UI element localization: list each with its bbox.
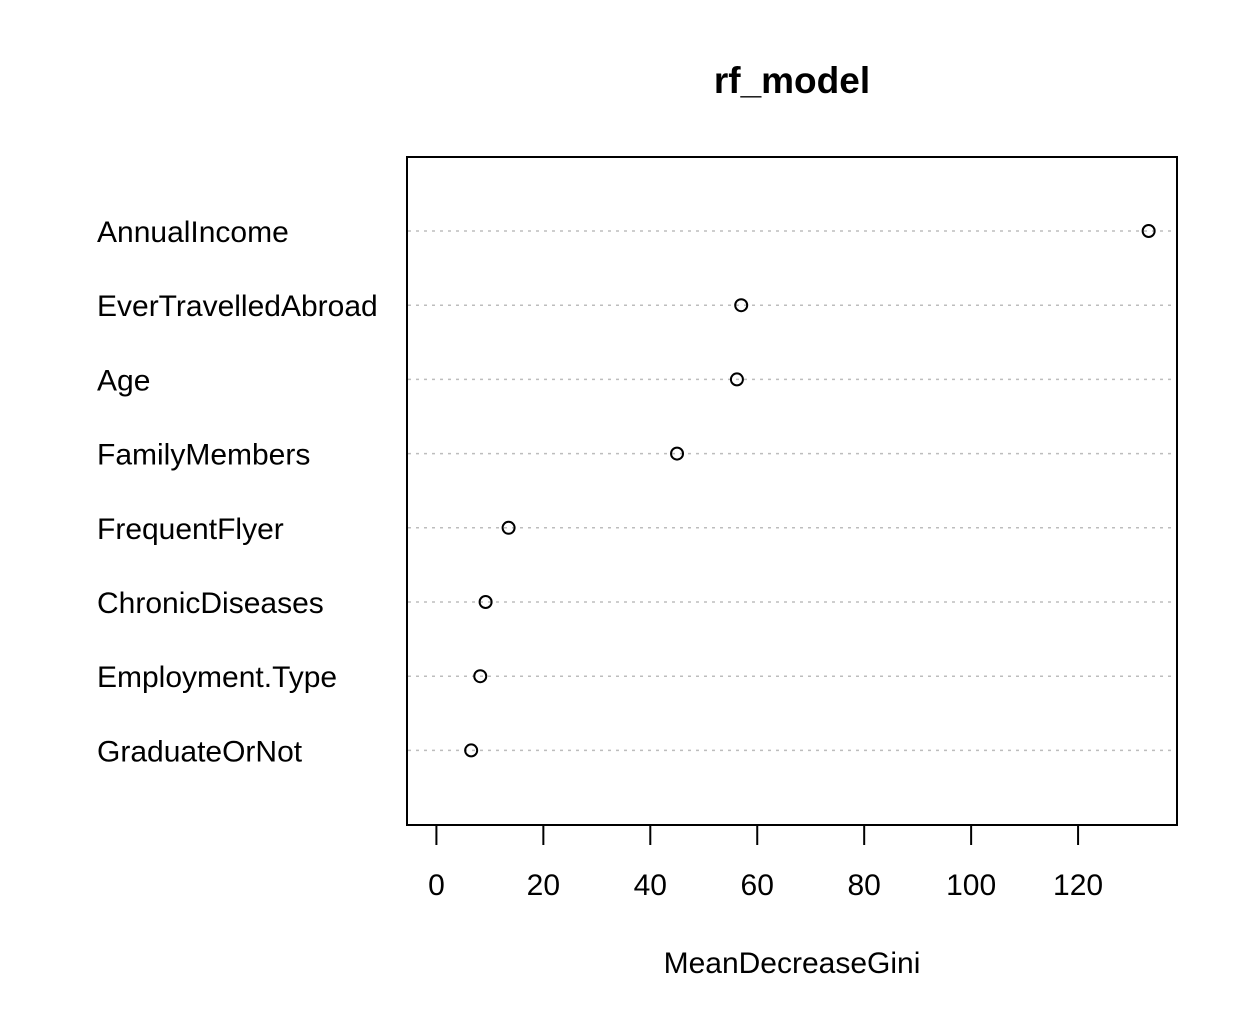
x-tick-label: 20 (527, 869, 560, 902)
x-axis-label: MeanDecreaseGini (664, 947, 921, 980)
x-axis: 0 20 40 60 80 100 120 (428, 824, 1103, 902)
category-label: EverTravelledAbroad (97, 290, 378, 323)
data-points (464, 224, 1156, 758)
data-point (473, 669, 488, 684)
data-point (734, 298, 749, 313)
category-labels: AnnualIncome EverTravelledAbroad Age Family… (97, 216, 378, 768)
guide-lines (408, 230, 1176, 752)
x-tick-label: 120 (1053, 869, 1103, 902)
category-label: AnnualIncome (97, 216, 289, 249)
x-tick-label: 80 (848, 869, 881, 902)
category-label: FamilyMembers (97, 439, 310, 472)
x-tick-label: 60 (741, 869, 774, 902)
x-tick-label: 100 (946, 869, 996, 902)
plot-frame (406, 156, 1178, 826)
category-label: Age (97, 364, 150, 397)
data-point (729, 372, 744, 387)
chart-title: rf_model (714, 60, 870, 101)
data-point (478, 595, 493, 609)
category-label: Employment.Type (97, 661, 337, 694)
data-point (1141, 224, 1156, 238)
data-point (464, 743, 479, 758)
category-label: FrequentFlyer (97, 513, 284, 546)
category-label: ChronicDiseases (97, 587, 324, 620)
category-label: GraduateOrNot (97, 735, 303, 768)
x-tick-label: 40 (634, 869, 667, 902)
data-point (670, 446, 685, 461)
x-tick-label: 0 (428, 869, 445, 902)
data-point (501, 520, 516, 535)
